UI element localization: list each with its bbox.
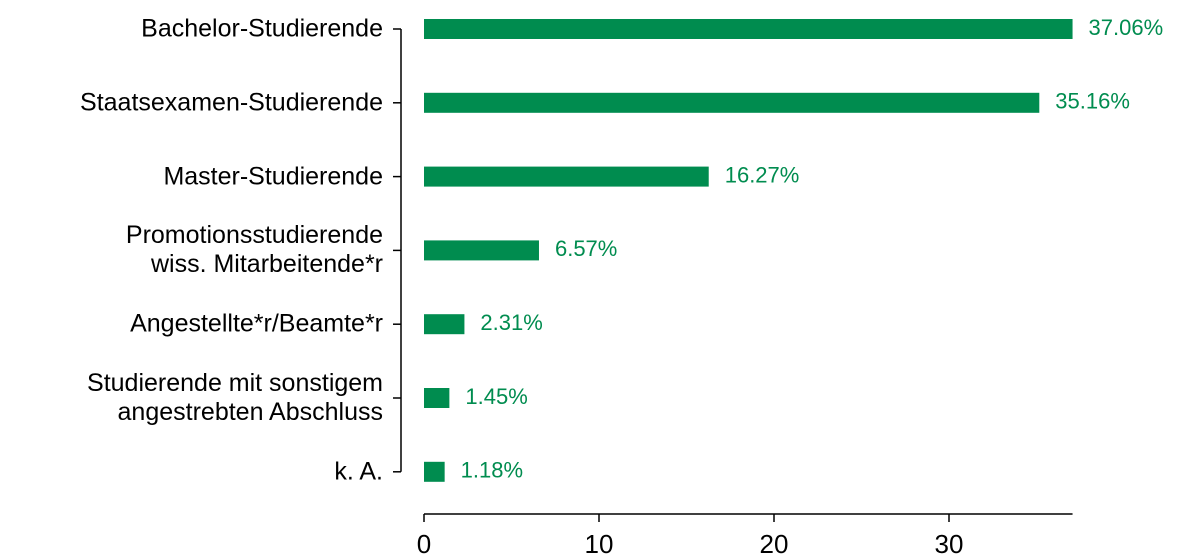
y-tick-label: Promotionsstudierende wiss. Mitarbeitend…	[125, 221, 383, 279]
value-label: 6.57%	[555, 236, 617, 261]
value-label: 2.31%	[480, 310, 542, 335]
bar	[424, 461, 445, 482]
value-label: 35.16%	[1055, 89, 1130, 114]
x-tick-label: 0	[417, 529, 431, 556]
x-tick-label: 30	[935, 529, 964, 556]
y-tick-label: k. A.	[334, 457, 383, 486]
value-label: 1.45%	[465, 384, 527, 409]
x-tick-label: 20	[760, 529, 789, 556]
bar	[424, 314, 465, 335]
y-tick-label: Studierende mit sonstigem angestrebten A…	[87, 369, 383, 426]
bar	[424, 388, 450, 408]
y-tick-label: Bachelor-Studierende	[141, 14, 383, 43]
bar	[424, 240, 539, 261]
bar	[424, 19, 1073, 39]
y-tick-label: Staatsexamen-Studierende	[80, 88, 383, 117]
y-tick-label: Master-Studierende	[163, 162, 383, 191]
y-tick-label: Angestellte*r/Beamte*r	[130, 309, 383, 338]
bar	[424, 166, 709, 187]
bar	[424, 92, 1040, 113]
value-label: 16.27%	[725, 162, 800, 187]
x-tick-label: 10	[585, 529, 614, 556]
value-label: 37.06%	[1089, 15, 1164, 40]
value-label: 1.18%	[461, 458, 523, 483]
